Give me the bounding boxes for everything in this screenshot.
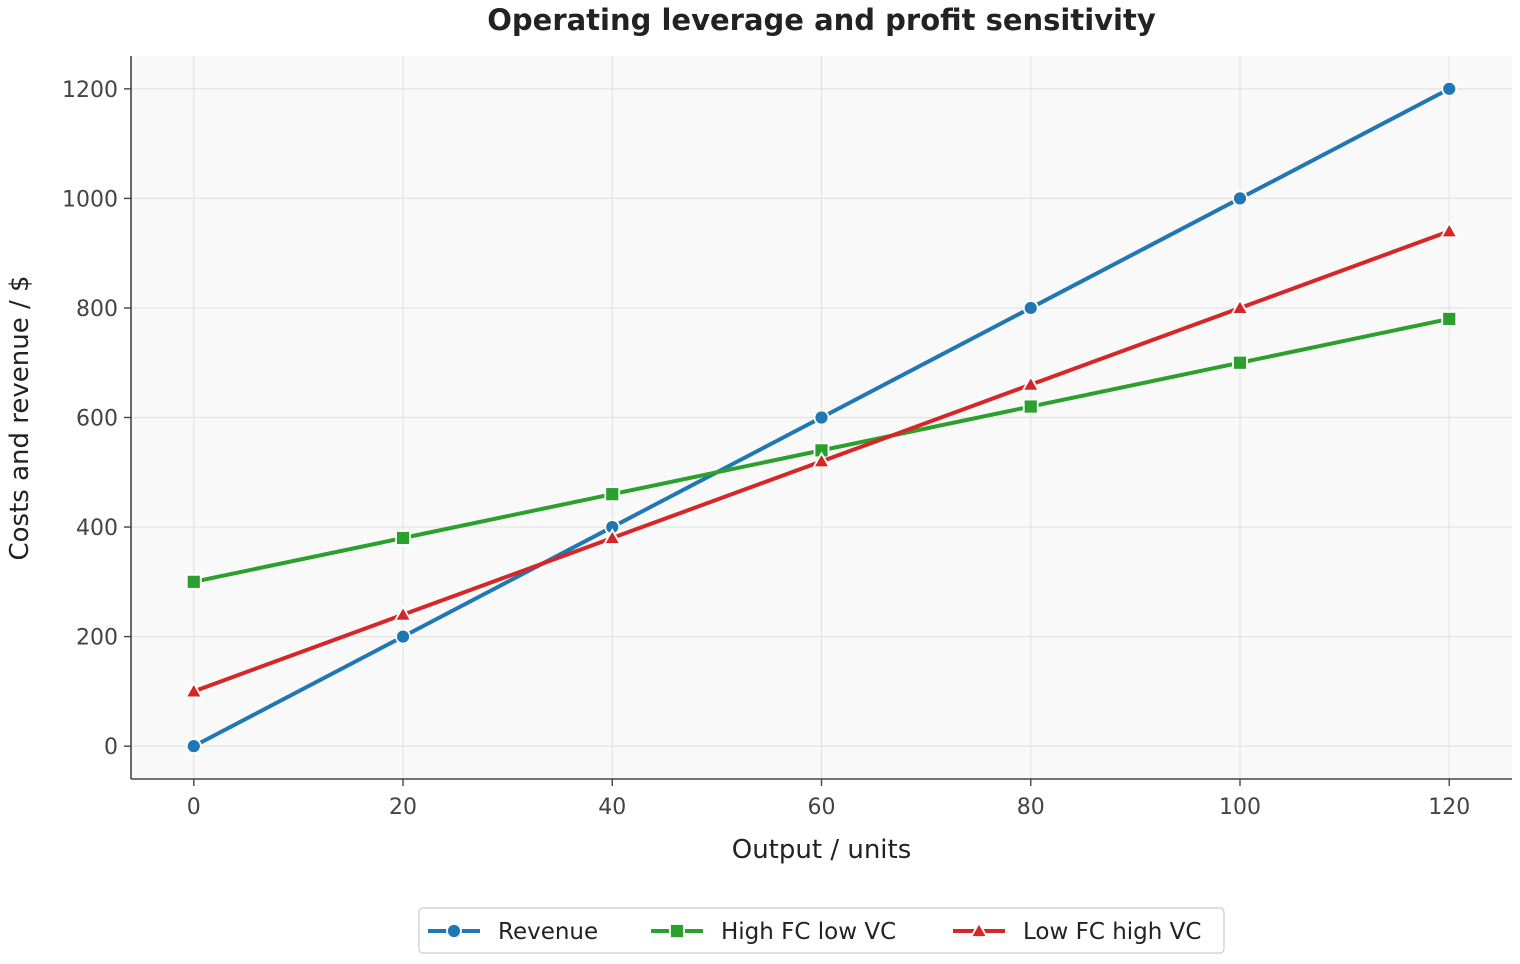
y-tick-label: 1200 bbox=[62, 78, 118, 103]
series-layer bbox=[184, 80, 1459, 755]
x-tick-label: 80 bbox=[1017, 795, 1045, 820]
legend-marker bbox=[669, 923, 685, 939]
legend-entry: High FC low VC bbox=[651, 919, 896, 945]
data-point bbox=[1441, 80, 1458, 97]
data-point bbox=[1441, 311, 1458, 327]
series-2 bbox=[184, 221, 1459, 699]
legend-label: High FC low VC bbox=[721, 919, 896, 945]
legend-marker bbox=[969, 921, 989, 938]
data-point bbox=[395, 530, 411, 546]
x-tick-label: 100 bbox=[1219, 795, 1261, 820]
data-point bbox=[1022, 398, 1039, 415]
legend: Revenue High FC low VC Low FC high VC bbox=[418, 907, 1225, 954]
series-1 bbox=[185, 311, 1458, 590]
x-tick-label: 40 bbox=[598, 795, 626, 820]
data-point bbox=[393, 604, 413, 622]
x-tick-label: 0 bbox=[187, 795, 201, 820]
y-tick-label: 600 bbox=[76, 407, 118, 432]
legend-marker bbox=[446, 923, 462, 939]
y-tick-label: 200 bbox=[76, 626, 118, 651]
legend-entry: Low FC high VC bbox=[953, 919, 1201, 945]
data-point bbox=[813, 409, 830, 426]
y-axis-label: Costs and revenue / $ bbox=[5, 275, 35, 560]
legend-box bbox=[418, 907, 1225, 954]
legend-label: Low FC high VC bbox=[1023, 919, 1201, 945]
data-point bbox=[1232, 354, 1248, 371]
data-point bbox=[1230, 298, 1250, 315]
y-tick-label: 400 bbox=[76, 516, 118, 541]
x-axis-label: Output / units bbox=[732, 835, 912, 865]
y-tick-label: 1000 bbox=[62, 187, 118, 212]
y-tick-label: 800 bbox=[76, 297, 118, 322]
legend-label: Revenue bbox=[498, 919, 598, 945]
data-point bbox=[185, 573, 202, 590]
x-tick-label: 60 bbox=[808, 795, 836, 820]
series-0 bbox=[185, 80, 1458, 755]
chart-title: Operating leverage and profit sensitivit… bbox=[487, 3, 1156, 37]
data-point bbox=[1021, 374, 1041, 392]
data-point bbox=[185, 738, 202, 755]
y-tick-label: 0 bbox=[104, 735, 118, 760]
data-point bbox=[395, 628, 411, 645]
data-point bbox=[1022, 300, 1039, 316]
legend-entry: Revenue bbox=[428, 919, 598, 945]
data-point bbox=[604, 486, 621, 503]
data-point bbox=[184, 681, 204, 699]
data-point bbox=[1439, 221, 1459, 239]
data-point bbox=[811, 451, 832, 469]
data-point bbox=[1232, 190, 1248, 207]
data-point bbox=[602, 528, 622, 545]
x-tick-label: 20 bbox=[389, 795, 417, 820]
x-tick-label: 120 bbox=[1428, 795, 1470, 820]
